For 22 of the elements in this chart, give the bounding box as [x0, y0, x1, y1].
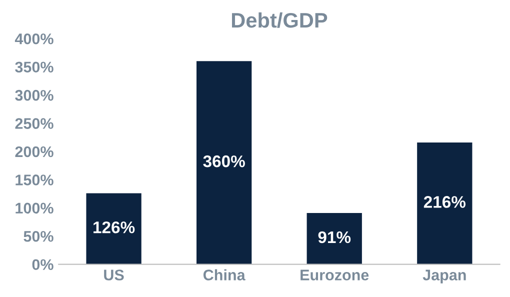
x-tick-label: US [104, 270, 124, 280]
y-tick-label: 0% [32, 259, 54, 270]
data-label: 91% [318, 231, 351, 244]
bar [417, 142, 472, 264]
data-label: 216% [424, 196, 466, 208]
y-tick-label: 150% [16, 174, 54, 186]
x-tick-label: Eurozone [300, 270, 369, 280]
y-tick-label: 300% [15, 90, 54, 101]
y-tick-label: 400% [14, 33, 54, 44]
x-tick-label: China [203, 269, 246, 280]
y-tick-label: 50% [24, 230, 54, 242]
x-tick-label: Japan [422, 270, 466, 284]
y-tick-label: 100% [16, 202, 54, 214]
y-tick-label: 350% [15, 62, 54, 73]
bar [306, 212, 362, 264]
chart-title: Debt/GDP [232, 12, 328, 28]
y-tick-label: 250% [15, 118, 54, 129]
y-tick-label: 200% [15, 146, 54, 158]
data-label: 126% [94, 221, 135, 234]
bar [86, 193, 142, 264]
bar [196, 61, 252, 264]
data-label: 360% [203, 155, 245, 168]
